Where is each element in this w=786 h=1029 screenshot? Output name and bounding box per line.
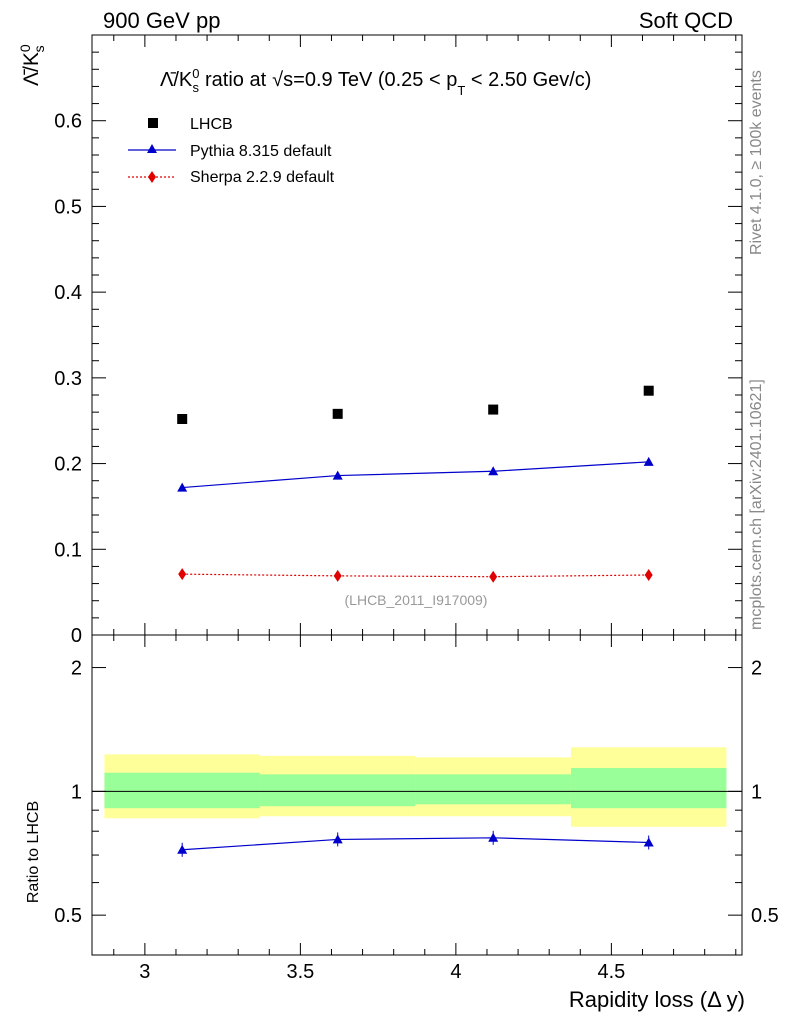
sherpa-line	[182, 573, 649, 578]
sherpa-point-0	[178, 568, 187, 581]
ylabel-sup0: 0	[17, 44, 33, 52]
main-y-tick-label-6: 0.6	[54, 111, 82, 133]
header-right: Soft QCD	[639, 8, 733, 33]
title-sqrt-symbol: √	[272, 69, 283, 91]
main-y-tick-label-5: 0.5	[54, 196, 82, 218]
ratio-y-tick-label-left-2: 2	[71, 658, 82, 680]
legend: LHCB Pythia 8.315 default Sherpa 2.2.9 d…	[128, 116, 335, 186]
title-lambda: Λ̄/K	[160, 69, 193, 91]
pythia-point-1	[332, 470, 343, 480]
pythia-point-2	[488, 466, 499, 476]
pythia-point-3	[643, 456, 654, 466]
rivet-label: Rivet 4.1.0, ≥ 100k events	[748, 70, 765, 255]
ratio-y-tick-label-left-0: 0.5	[54, 905, 82, 927]
pythia-ratio-point-2	[488, 832, 499, 842]
title-subT: T	[457, 83, 465, 98]
mcplots-label: mcplots.cern.ch [arXiv:2401.10621]	[748, 379, 765, 630]
band-stat-0	[104, 772, 260, 809]
title-tail: < 2.50 Gev/c)	[465, 69, 591, 91]
pythia-ratio-line	[182, 837, 649, 851]
legend-label-pythia: Pythia 8.315 default	[190, 143, 332, 160]
x-tick-label-0: 3	[139, 961, 150, 983]
sherpa-point-2	[489, 570, 498, 583]
ratio-y-tick-label-right-2: 2	[751, 658, 762, 680]
lhcb-point-1	[332, 408, 343, 419]
x-tick-label-3: 4.5	[597, 961, 625, 983]
main-y-tick-label-4: 0.4	[54, 282, 82, 304]
legend-label-sherpa: Sherpa 2.2.9 default	[190, 169, 335, 186]
band-stat-3	[570, 767, 727, 809]
title-subs: s	[193, 80, 200, 95]
main-y-tick-label-1: 0.1	[54, 539, 82, 561]
main-y-tick-label-0: 0	[71, 625, 82, 647]
sherpa-point-1	[333, 569, 342, 582]
main-y-tick-label-2: 0.2	[54, 454, 82, 476]
title-sup0: 0	[192, 66, 199, 81]
pythia-ratio-point-1	[332, 834, 343, 844]
ratio-y-tick-label-right-1: 1	[751, 781, 762, 803]
legend-marker-pythia	[147, 144, 157, 153]
pythia-ratio-point-3	[643, 837, 654, 847]
ylabel-subs: s	[31, 45, 47, 52]
x-axis-label: Rapidity loss (Δ y)	[569, 987, 745, 1012]
ratio-plot-frame	[91, 634, 743, 956]
ratio-y-axis-label: Ratio to LHCB	[25, 801, 42, 903]
main-y-tick-label-3: 0.3	[54, 368, 82, 390]
x-tick-label-1: 3.5	[286, 961, 314, 983]
ratio-y-tick-label-right-0: 0.5	[751, 905, 779, 927]
pythia-ratio-point-0	[177, 844, 188, 854]
legend-marker-lhcb	[148, 118, 158, 128]
sherpa-point-3	[644, 569, 653, 581]
header-left: 900 GeV pp	[103, 8, 220, 33]
title-energy: s=0.9 TeV (0.25 < p	[283, 69, 457, 91]
chart-marks: 3 3.5 4 4.5 0 0.1 0.2 0.3 0.4 0.5 0.6 0.5 0.5 1 1 2 2	[54, 35, 779, 983]
pythia-point-0	[177, 482, 188, 492]
ylabel-lambda: Λ̄/K	[20, 52, 43, 86]
lhcb-point-3	[643, 385, 654, 396]
lhcb-point-2	[488, 404, 499, 415]
legend-marker-sherpa	[148, 171, 156, 183]
main-y-axis-label: Λ̄/K0s	[17, 44, 47, 86]
chart-title: Λ̄/K0 s ratio at √s=0.9 TeV (0.25 < pT < 2.…	[160, 66, 591, 98]
x-tick-label-2: 4	[450, 961, 461, 983]
band-stat-1	[259, 774, 416, 807]
band-stat-2	[415, 774, 571, 805]
title-ratio-lead: ratio at	[205, 69, 267, 91]
lhcb-point-0	[177, 414, 188, 424]
ylabel-main-text: Λ̄/K0s	[17, 44, 47, 86]
analysis-tag: (LHCB_2011_I917009)	[345, 592, 488, 608]
ratio-y-tick-label-left-1: 1	[71, 781, 82, 803]
pythia-line	[182, 461, 649, 489]
legend-label-lhcb: LHCB	[190, 116, 233, 133]
